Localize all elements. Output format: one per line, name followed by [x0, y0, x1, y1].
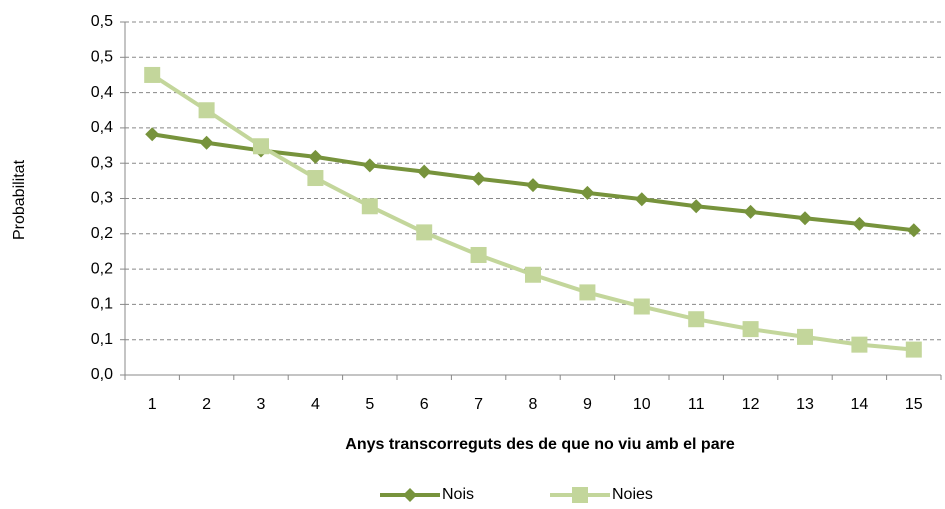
marker [851, 336, 868, 353]
y-tick-label: 0,0 [91, 366, 113, 383]
y-axis-title: Probabilitat [11, 159, 28, 240]
x-tick-label: 8 [529, 396, 538, 413]
marker [416, 224, 433, 241]
x-tick-label: 2 [202, 396, 211, 413]
marker [688, 311, 705, 328]
marker [798, 211, 812, 226]
y-tick-label: 0,2 [91, 225, 113, 242]
x-tick-label: 7 [474, 396, 483, 413]
x-tick-label: 4 [311, 396, 320, 413]
marker [634, 192, 649, 207]
x-tick-label: 13 [796, 396, 814, 413]
x-tick-label: 3 [257, 396, 266, 413]
marker [403, 488, 417, 502]
y-tick-label: 0,5 [91, 13, 113, 30]
x-tick-label: 1 [148, 396, 157, 413]
marker [470, 246, 487, 263]
x-tick-label: 6 [420, 396, 429, 413]
marker [742, 321, 759, 338]
marker [743, 204, 758, 219]
x-tick-label: 10 [633, 396, 651, 413]
marker [525, 266, 541, 283]
y-tick-label: 0,1 [91, 331, 113, 348]
legend-label: Nois [442, 486, 474, 503]
y-tick-label: 0,4 [91, 119, 113, 136]
y-tick-label: 0,2 [91, 260, 113, 277]
series-line [151, 73, 914, 352]
y-tick-label: 0,4 [91, 84, 113, 101]
y-tick-label: 0,3 [91, 154, 113, 171]
marker [308, 149, 323, 164]
marker [906, 223, 921, 238]
marker [145, 127, 160, 142]
marker [526, 178, 540, 193]
x-tick-label: 11 [688, 396, 705, 413]
y-tick-label: 0,5 [91, 49, 113, 66]
marker [199, 135, 214, 150]
legend-label: Noies [612, 486, 653, 503]
x-tick-label: 9 [583, 396, 592, 413]
marker [362, 158, 377, 173]
marker [797, 328, 813, 345]
marker [572, 487, 588, 503]
marker [417, 164, 432, 179]
marker [689, 199, 704, 214]
x-tick-label: 15 [905, 396, 923, 413]
marker [361, 198, 378, 215]
marker [253, 138, 269, 155]
marker [580, 185, 595, 200]
y-tick-label: 0,3 [91, 190, 113, 207]
marker [905, 341, 922, 358]
marker [307, 170, 324, 187]
x-axis-title: Anys transcorreguts des de que no viu am… [345, 436, 735, 453]
marker [471, 171, 486, 186]
x-tick-label: 5 [365, 396, 374, 413]
x-tick-label: 14 [851, 396, 869, 413]
x-tick-label: 12 [742, 396, 760, 413]
y-tick-label: 0,1 [91, 296, 113, 313]
marker [579, 284, 596, 301]
marker [144, 66, 161, 83]
marker [198, 102, 215, 119]
marker [633, 298, 650, 315]
marker [852, 216, 867, 231]
